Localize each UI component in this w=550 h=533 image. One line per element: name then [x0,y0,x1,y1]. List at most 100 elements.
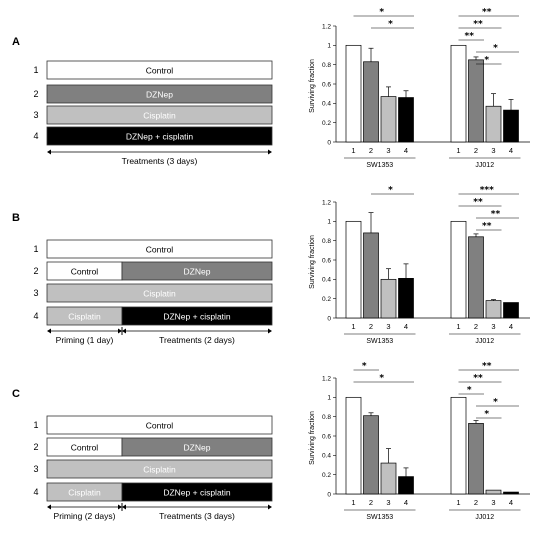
row-number: 3 [33,288,38,298]
bar-jj012-2 [468,59,484,143]
bar-sw1353-1 [345,220,362,319]
row-number: 3 [33,110,38,120]
bar-jj012-2 [468,423,484,495]
y-tick-label: 1 [327,43,331,50]
group-label: SW1353 [366,162,393,169]
category-label: 2 [369,498,373,507]
bar-jj012-4 [503,109,519,143]
y-tick-label: 0.2 [322,120,331,127]
phase-label: Priming (2 days) [54,511,116,521]
treatment-bar-combo [121,482,273,502]
treatment-bar-combo [121,306,273,326]
category-label: 1 [456,498,460,507]
y-tick-label: 0.8 [322,238,331,245]
phase-arrow-head-right [118,328,122,334]
significance-label: * [484,410,489,420]
y-tick-label: 0.4 [322,277,331,284]
treatment-label: Control [71,443,99,453]
significance-label: *** [480,186,494,196]
bar-jj012-4 [503,491,519,495]
bar-sw1353-2 [363,61,379,143]
bar-jj012-1 [450,396,467,495]
treatment-label: Control [146,66,174,76]
bar-sw1353-2 [363,415,379,495]
bar-sw1353-1 [345,44,362,143]
bar-jj012-4 [503,302,519,319]
treatment-label: DZNep [146,90,173,100]
bar-sw1353-1 [345,396,362,495]
category-label: 2 [369,146,373,155]
y-tick-label: 0 [327,139,331,146]
category-label: 2 [369,322,373,331]
treatment-label: Cisplatin [143,465,176,475]
row-number: 1 [33,244,38,254]
phase-label: Priming (1 day) [56,335,114,345]
phase-arrow-head-left [47,149,51,155]
treatment-bar-cisplatin [46,283,273,303]
treatment-bar-cisplatin [46,105,273,125]
panel-letter-a: A [12,36,20,48]
treatment-label: Control [146,245,174,255]
bar-sw1353-4 [398,476,414,495]
category-label: 3 [386,498,390,507]
category-label: 3 [491,322,495,331]
y-tick-label: 0.6 [322,257,331,264]
y-tick-label: 0.6 [322,433,331,440]
y-tick-label: 1 [327,219,331,226]
treatment-label: Cisplatin [143,289,176,299]
treatment-label: DZNep + cisplatin [126,132,194,142]
category-label: 3 [491,498,495,507]
y-tick-label: 1.2 [322,199,331,206]
phase-arrow-head-right [268,149,272,155]
significance-label: * [493,44,498,54]
treatment-label: DZNep [184,267,211,277]
category-label: 4 [404,498,408,507]
treatment-label: Cisplatin [143,111,176,121]
y-axis-label: Surviving fraction [309,411,316,465]
phase-arrow-head-right [118,504,122,510]
category-label: 1 [351,322,355,331]
category-label: 1 [351,498,355,507]
treatment-bar-cisplatin [46,459,273,479]
bar-jj012-3 [485,489,502,495]
significance-label: * [379,8,384,18]
y-tick-label: 0 [327,315,331,322]
significance-label: * [467,386,472,396]
panel-letter-b: B [12,212,20,224]
treatment-label: DZNep + cisplatin [163,312,231,322]
category-label: 1 [351,146,355,155]
y-tick-label: 0.8 [322,62,331,69]
treatment-label: DZNep [184,443,211,453]
bar-sw1353-3 [380,96,397,143]
treatment-bar-dznep [121,261,273,281]
category-label: 3 [491,146,495,155]
treatment-bar-control [46,239,273,259]
category-label: 3 [386,146,390,155]
phase-arrow-head-right [268,328,272,334]
significance-label: ** [473,20,483,30]
panel-letter-c: C [12,388,20,400]
significance-label: ** [473,374,483,384]
row-number: 2 [33,266,38,276]
bar-sw1353-4 [398,278,414,319]
row-number: 4 [33,131,38,141]
y-tick-label: 0 [327,491,331,498]
significance-label: ** [482,8,492,18]
y-tick-label: 1.2 [322,23,331,30]
treatment-bar-control [46,60,273,80]
row-number: 3 [33,464,38,474]
bar-sw1353-3 [380,462,397,495]
y-axis-label: Surviving fraction [309,59,316,113]
significance-label: * [362,362,367,372]
category-label: 4 [404,146,408,155]
y-tick-label: 0.6 [322,81,331,88]
treatment-bar-combo [46,126,273,146]
treatment-label: Cisplatin [68,488,101,498]
bar-jj012-3 [485,105,502,143]
phase-arrow-head-right [268,504,272,510]
phase-arrow-head-left [122,504,126,510]
category-label: 1 [456,322,460,331]
significance-label: * [379,374,384,384]
phase-label: Treatments (2 days) [159,335,235,345]
significance-label: * [388,20,393,30]
